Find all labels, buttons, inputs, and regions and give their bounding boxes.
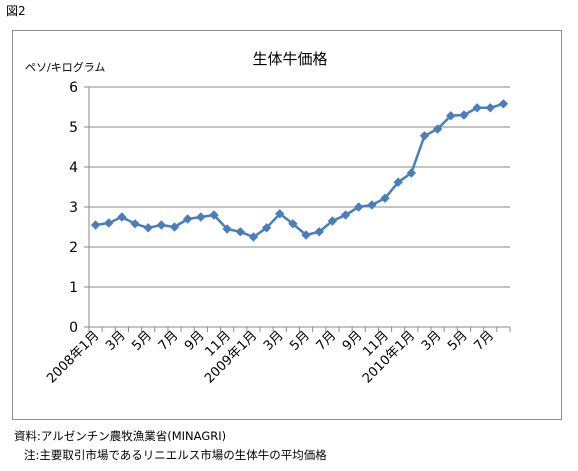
x-tick-label: 7月	[156, 328, 182, 354]
chart-frame: 生体牛価格 ペソ/キログラム 0 1 2 3 4 5 6 2008年1月 3月 5月 7月 9月 11…	[12, 30, 562, 420]
y-tick-label: 2	[69, 240, 78, 256]
data-point	[419, 131, 430, 141]
data-point	[90, 220, 101, 230]
data-point	[261, 223, 272, 233]
y-axis-label: ペソ/キログラム	[25, 60, 105, 74]
x-tick-label: 5月	[445, 328, 471, 354]
x-tick-label: 3月	[103, 328, 129, 354]
data-point	[446, 111, 456, 121]
data-point	[248, 232, 259, 242]
data-point	[353, 202, 364, 212]
x-tick-label: 7月	[314, 328, 340, 354]
data-point	[182, 214, 193, 224]
data-point	[209, 210, 219, 220]
data-point	[472, 103, 482, 113]
data-point	[367, 200, 377, 210]
y-tick-labels: 0 1 2 3 4 5 6	[69, 80, 78, 336]
series-layer	[90, 99, 509, 242]
data-point	[314, 227, 324, 237]
data-point	[301, 230, 311, 240]
data-point	[327, 216, 338, 226]
data-point	[156, 220, 167, 230]
y-tick-label: 6	[69, 80, 78, 96]
data-point	[485, 103, 495, 113]
y-tick-label: 3	[69, 200, 78, 216]
y-tick-label: 4	[69, 160, 78, 176]
data-point	[498, 99, 509, 109]
axes	[84, 86, 511, 332]
y-tick-label: 0	[69, 320, 78, 336]
data-point	[104, 218, 114, 228]
line-chart: 生体牛価格 ペソ/キログラム 0 1 2 3 4 5 6 2008年1月 3月 5月 7月 9月11…	[25, 50, 511, 386]
chart-title: 生体牛価格	[252, 50, 327, 68]
data-point	[222, 224, 232, 234]
gridlines	[89, 86, 510, 288]
data-point	[117, 212, 127, 222]
data-point	[432, 124, 443, 134]
data-point	[130, 219, 140, 229]
source-note: 資料:アルゼンチン農牧漁業省(MINAGRI)	[14, 429, 227, 443]
series-line	[95, 102, 504, 239]
data-point	[380, 193, 390, 203]
y-tick-label: 1	[69, 280, 78, 296]
data-point	[196, 212, 206, 222]
x-tick-label: 3月	[261, 328, 287, 354]
data-point	[275, 209, 285, 219]
data-point	[235, 227, 246, 237]
data-point	[406, 168, 417, 178]
data-point	[340, 210, 351, 220]
x-tick-label: 7月	[471, 328, 497, 354]
data-point	[143, 223, 153, 233]
x-tick-label: 5月	[129, 328, 155, 354]
data-point	[288, 219, 298, 229]
x-tick-label: 5月	[287, 328, 313, 354]
x-tick-label: 3月	[419, 328, 445, 354]
figure-label: 図2	[6, 4, 26, 18]
y-tick-label: 5	[69, 120, 78, 136]
data-point	[459, 110, 469, 120]
data-point	[393, 177, 403, 187]
x-tick-label: 2008年1月	[44, 328, 102, 386]
data-point	[169, 222, 180, 232]
footnote: 注:主要取引市場であるリニエルス市場の生体牛の平均価格	[24, 448, 327, 462]
